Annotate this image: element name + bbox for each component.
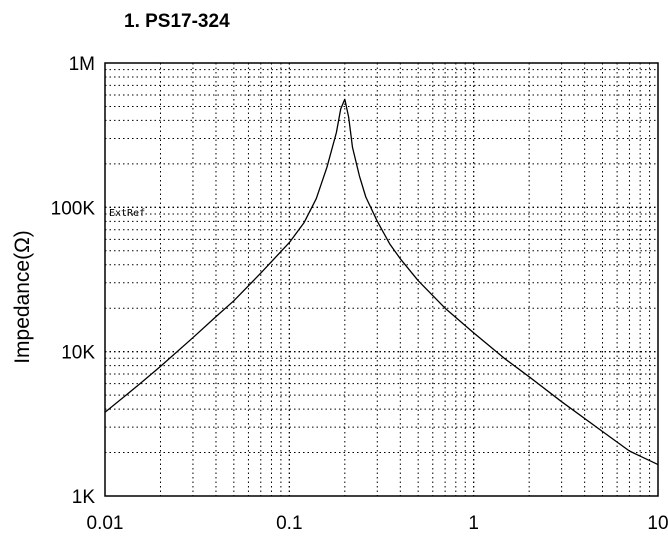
y-axis-label: Impedance(Ω) xyxy=(11,230,34,364)
y-tick-label: 10K xyxy=(61,343,95,364)
grid xyxy=(105,63,658,496)
y-tick-label: 100K xyxy=(51,198,96,219)
y-tick-label: 1K xyxy=(72,487,96,508)
x-tick-labels: 0.01 0.1 1 10 xyxy=(87,513,668,534)
x-tick-label: 1 xyxy=(468,513,479,534)
chart-title: 1. PS17-324 xyxy=(124,11,230,32)
x-tick-label: 10 xyxy=(647,513,668,534)
x-tick-label: 0.01 xyxy=(87,513,124,534)
annotation-extref: ExtRef xyxy=(109,208,145,219)
plot-frame xyxy=(104,62,659,497)
series-layer xyxy=(104,98,659,466)
x-tick-label: 0.1 xyxy=(276,513,302,534)
impedance-series-line xyxy=(104,98,659,466)
annotations: ExtRef xyxy=(109,208,145,219)
y-tick-label: 1M xyxy=(69,54,95,75)
y-tick-labels: 1K 10K 100K 1M xyxy=(51,54,96,508)
